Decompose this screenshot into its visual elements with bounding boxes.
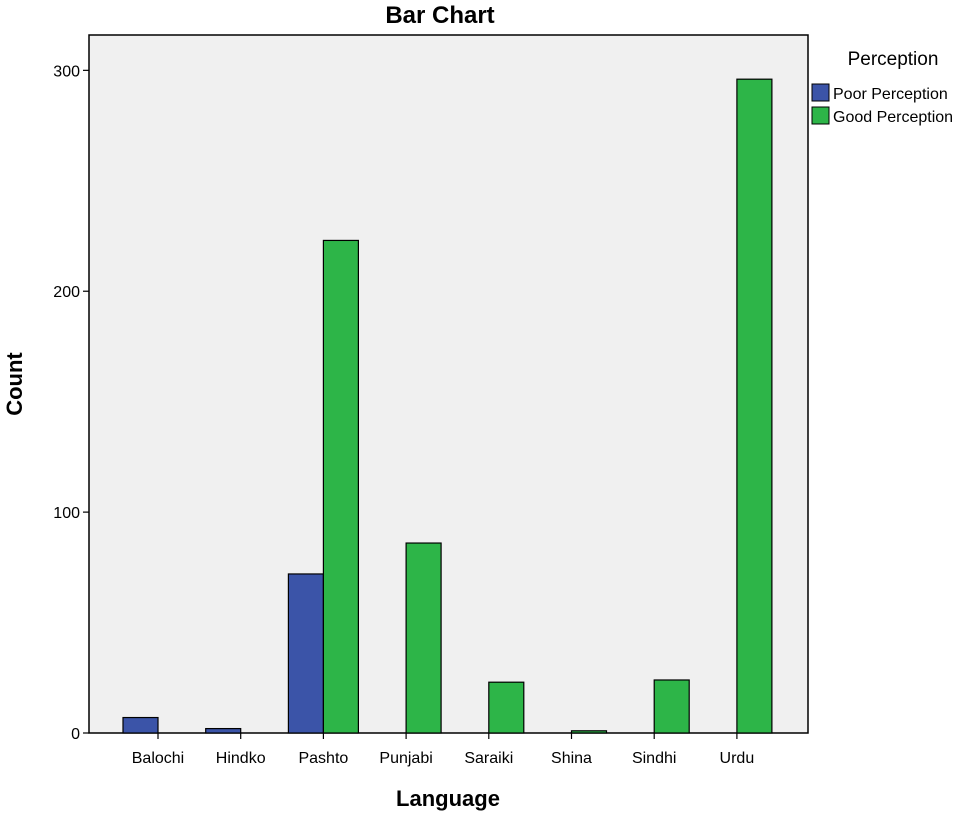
- bar-urdu-good-perception: [736, 78, 773, 734]
- bar-hindko-poor-perception: [205, 727, 242, 734]
- legend-swatch-poor-perception: [811, 83, 830, 102]
- legend-swatch-good-perception: [811, 106, 830, 125]
- chart-title: Bar Chart: [385, 2, 494, 29]
- bar-balochi-poor-perception: [122, 716, 159, 734]
- x-axis-title: Language: [396, 786, 500, 811]
- x-axis: Balochi Hindko Pashto Punjabi Saraiki Shina Si…: [132, 733, 754, 767]
- bar-pashto-good-perception: [322, 239, 359, 734]
- bars-group: [122, 78, 773, 734]
- plot-area: [88, 34, 809, 734]
- bar-saraiki-good-perception: [488, 681, 525, 734]
- y-axis: 0 100 200 300: [53, 63, 89, 743]
- y-tick-label: 0: [71, 726, 80, 743]
- legend-label: Good Perception: [833, 109, 953, 126]
- x-tick-label: Punjabi: [379, 750, 432, 767]
- bar-punjabi-good-perception: [405, 542, 442, 734]
- y-axis-title: Count: [2, 352, 27, 416]
- x-tick-label: Hindko: [216, 750, 266, 767]
- x-tick-label: Pashto: [298, 750, 348, 767]
- legend-title: Perception: [848, 49, 939, 70]
- bar-pashto-poor-perception: [287, 573, 324, 734]
- x-tick-label: Saraiki: [464, 750, 513, 767]
- y-tick-label: 200: [53, 284, 80, 301]
- x-tick-label: Sindhi: [632, 750, 676, 767]
- y-tick-label: 100: [53, 505, 80, 522]
- legend: Perception Poor Perception Good Perceptio…: [811, 49, 953, 126]
- x-tick-label: Shina: [551, 750, 592, 767]
- bar-sindhi-good-perception: [653, 679, 690, 734]
- x-tick-label: Balochi: [132, 750, 184, 767]
- x-tick-label: Urdu: [720, 750, 755, 767]
- bar-shina-good-perception: [570, 730, 608, 734]
- y-tick-label: 300: [53, 63, 80, 80]
- legend-label: Poor Perception: [833, 86, 948, 103]
